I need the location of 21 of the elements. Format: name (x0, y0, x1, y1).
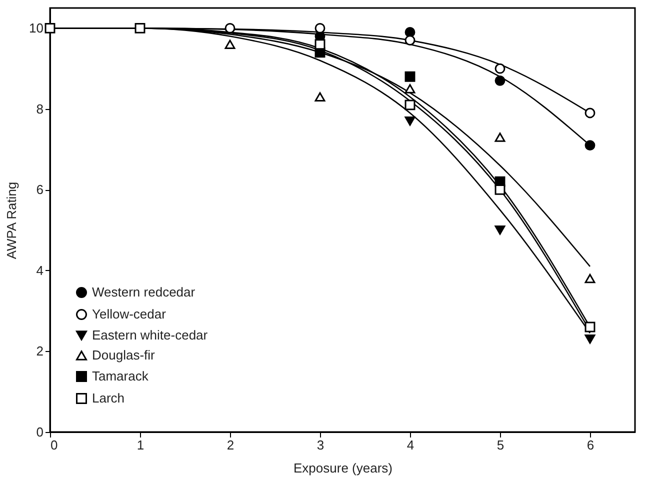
legend-label: Eastern white-cedar (92, 328, 208, 342)
legend-label: Larch (92, 390, 125, 406)
legend-label: Tamarack (92, 368, 149, 384)
x-tick-label: 0 (50, 438, 58, 452)
legend-label: Douglas-fir (92, 348, 156, 362)
x-tick-label: 5 (496, 438, 504, 452)
y-tick-label: 4 (36, 262, 44, 278)
legend-label: Yellow-cedar (92, 306, 167, 322)
y-tick-label: 2 (36, 344, 44, 359)
x-tick-label: 6 (586, 438, 594, 452)
x-tick-label: 2 (226, 438, 234, 452)
x-tick-label: 1 (136, 438, 144, 452)
y-axis-title: AWPA Rating (4, 182, 20, 260)
legend-label: Western redcedar (92, 284, 196, 300)
x-axis-title: Exposure (years) (294, 460, 392, 476)
x-tick-label: 3 (316, 438, 324, 452)
x-tick-label: 4 (406, 438, 414, 452)
y-tick-label: 10 (29, 20, 44, 36)
y-tick-label: 0 (36, 424, 44, 440)
y-tick-label: 8 (36, 101, 44, 116)
y-tick-label: 6 (36, 182, 44, 198)
